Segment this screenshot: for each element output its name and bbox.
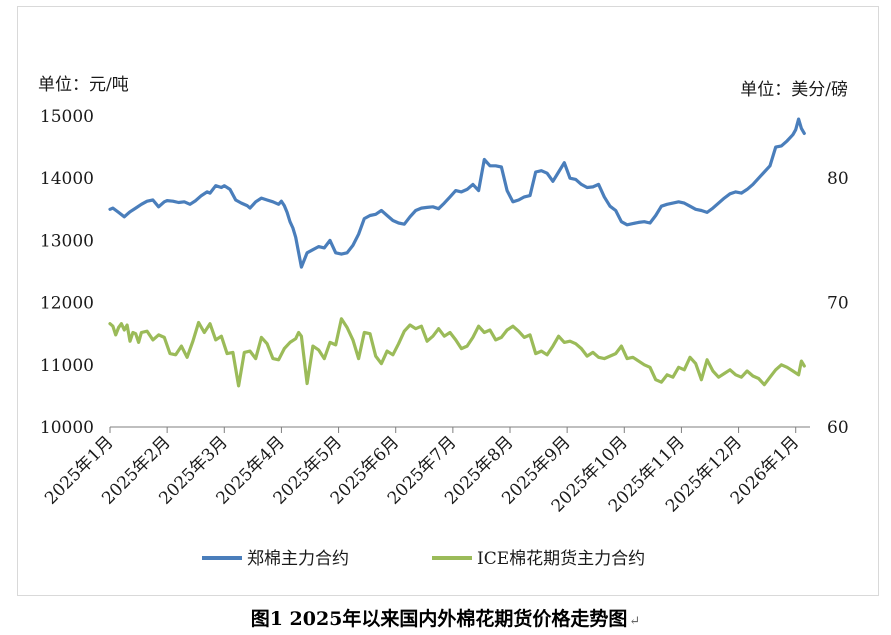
y-left-tick-label: 15000 [40, 107, 94, 127]
y-right-tick-label: 70 [827, 294, 849, 314]
y-left-tick-label: 13000 [40, 231, 94, 251]
y-left-tick-label: 12000 [40, 294, 94, 314]
return-mark-icon: ↵ [629, 614, 641, 629]
right-unit-label: 单位：美分/磅 [740, 80, 848, 100]
y-axis-right: 60 70 80 [827, 169, 849, 438]
legend-label: ICE棉花期货主力合约 [477, 549, 645, 569]
y-right-tick-label: 80 [827, 169, 849, 189]
series-line-ice-cotton [108, 317, 806, 388]
x-axis: 2025年1月2025年2月2025年3月2025年4月2025年5月2025年… [41, 427, 803, 516]
caption-text: 图1 2025年以来国内外棉花期货价格走势图 [250, 608, 628, 630]
y-left-tick-label: 14000 [40, 169, 94, 189]
y-left-tick-label: 10000 [40, 418, 94, 438]
left-unit-label: 单位：元/吨 [38, 75, 129, 95]
legend: 郑棉主力合约 ICE棉花期货主力合约 [202, 549, 645, 569]
series-line-zheng-cotton [108, 117, 806, 269]
y-axis-left: 10000 11000 12000 13000 14000 15000 [40, 107, 94, 438]
y-left-tick-label: 11000 [40, 356, 94, 376]
y-right-tick-label: 60 [827, 418, 849, 438]
chart-frame [17, 6, 879, 596]
figure-caption: 图1 2025年以来国内外棉花期货价格走势图 ↵ [0, 604, 891, 631]
chart: 单位：元/吨 单位：美分/磅 10000 11000 12000 13000 14000… [38, 75, 849, 569]
plot-area [108, 117, 806, 388]
legend-label: 郑棉主力合约 [247, 549, 349, 569]
